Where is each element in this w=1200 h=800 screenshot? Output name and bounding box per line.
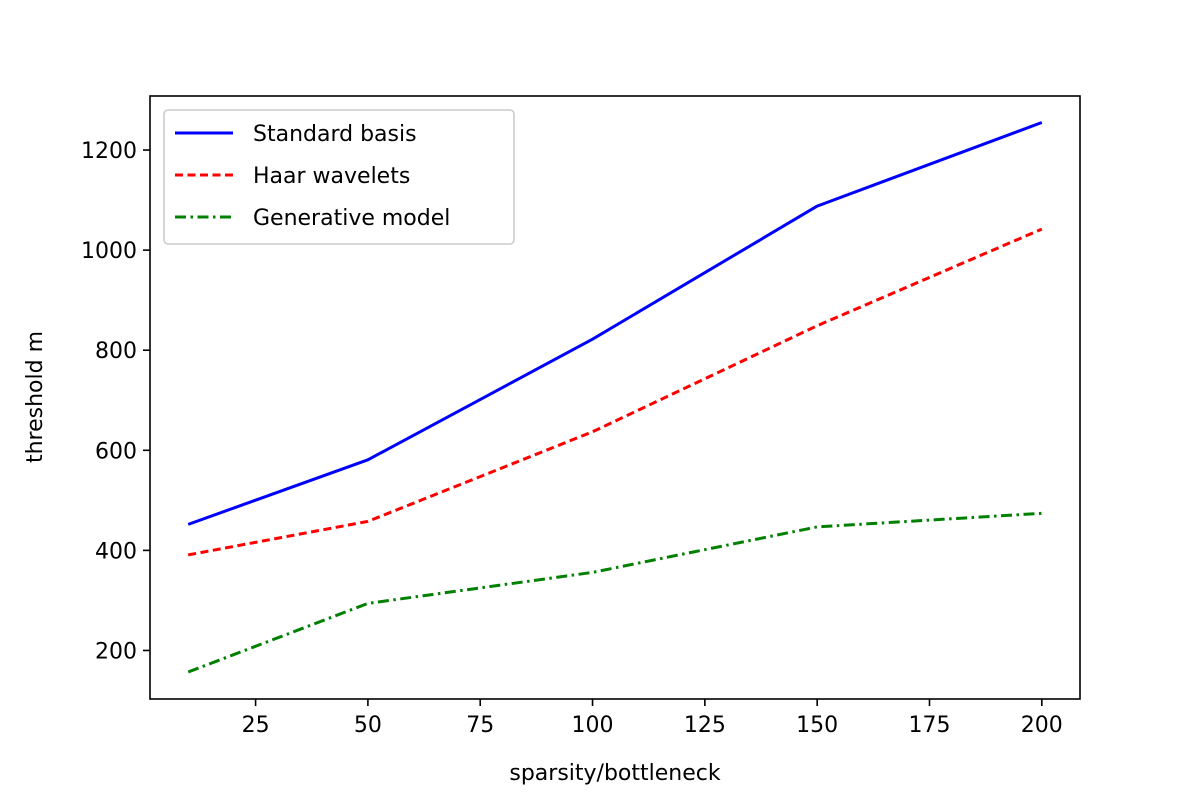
y-tick-label: 400 — [95, 539, 137, 564]
x-tick-label: 25 — [242, 713, 270, 738]
legend-entry-2: Generative model — [253, 206, 450, 231]
y-tick-label: 600 — [95, 439, 137, 464]
y-tick-label: 1200 — [81, 139, 137, 164]
legend: Standard basis Haar wavelets Generative mo… — [163, 109, 515, 245]
x-tick-label: 75 — [466, 713, 494, 738]
y-tick-label: 1000 — [81, 239, 137, 264]
legend-entry-0: Standard basis — [253, 122, 417, 147]
legend-box — [163, 109, 515, 245]
x-axis-label: sparsity/bottleneck — [509, 761, 720, 786]
x-tick-label: 50 — [354, 713, 382, 738]
x-tick-label: 175 — [908, 713, 950, 738]
x-tick-label: 125 — [684, 713, 726, 738]
y-axis-label: threshold m — [23, 331, 48, 463]
x-tick-label: 200 — [1021, 713, 1063, 738]
plot-lines — [187, 121, 1043, 674]
x-axis: 25 50 75 100 125 150 175 200 — [242, 699, 1063, 738]
series-line-0 — [187, 121, 1043, 526]
x-tick-label: 150 — [796, 713, 838, 738]
x-tick-label: 100 — [572, 713, 614, 738]
y-tick-label: 800 — [95, 339, 137, 364]
plot-frame — [149, 95, 1081, 700]
y-tick-label: 200 — [95, 639, 137, 664]
y-axis: 200 400 600 800 1000 1200 — [81, 139, 150, 664]
series-line-1 — [187, 227, 1043, 557]
series-line-2 — [187, 511, 1042, 674]
legend-entry-1: Haar wavelets — [253, 164, 410, 189]
